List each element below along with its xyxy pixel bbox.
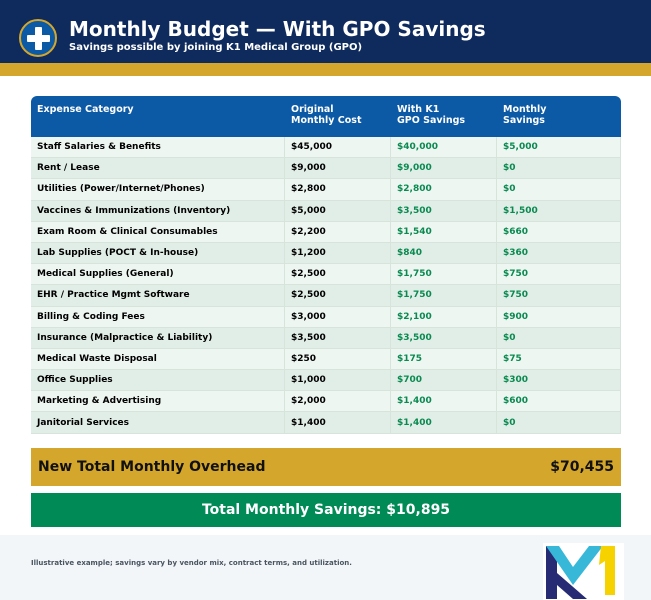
table-row: Utilities (Power/Internet/Phones) $2,800 $… [31,179,621,201]
category-cell: Staff Salaries & Benefits [31,137,285,158]
gpo-cost-cell: $1,750 [391,285,497,306]
table-row: Marketing & Advertising $2,000 $1,400 $600 [31,391,621,413]
table-row: Lab Supplies (POCT & In-house) $1,200 $840… [31,242,621,265]
overhead-total-bar: New Total Monthly Overhead $70,455 [31,448,621,486]
gpo-cost-cell: $40,000 [391,137,497,158]
gpo-cost-cell: $700 [391,370,497,391]
column-header: Original Monthly Cost [291,104,362,126]
savings-cell: $1,500 [497,200,621,221]
category-cell: EHR / Practice Mgmt Software [31,285,285,306]
overhead-value: $70,455 [550,459,614,475]
original-cost-cell: $45,000 [285,137,391,158]
table-row: Insurance (Malpractice & Liability) $3,50… [31,327,621,349]
gpo-cost-cell: $3,500 [391,200,497,221]
table-row: Rent / Lease $9,000 $9,000 $0 [31,158,621,180]
column-header: Expense Category [37,104,134,115]
savings-cell: $0 [497,158,621,179]
savings-cell: $360 [497,242,621,264]
category-cell: Medical Supplies (General) [31,264,285,285]
original-cost-cell: $9,000 [285,158,391,179]
savings-cell: $600 [497,391,621,412]
table-row: Vaccines & Immunizations (Inventory) $5,0… [31,200,621,222]
category-cell: Insurance (Malpractice & Liability) [31,327,285,348]
page-title: Monthly Budget — With GPO Savings [69,17,486,41]
savings-cell: $0 [497,179,621,200]
table-header: Expense Category Original Monthly Cost W… [31,96,621,137]
savings-total-bar: Total Monthly Savings: $10,895 [31,493,621,527]
gpo-cost-cell: $2,100 [391,306,497,327]
gpo-cost-cell: $840 [391,242,497,264]
gpo-cost-cell: $3,500 [391,327,497,348]
page-subtitle: Savings possible by joining K1 Medical G… [69,42,363,53]
original-cost-cell: $2,000 [285,391,391,412]
category-cell: Medical Waste Disposal [31,348,285,370]
savings-cell: $750 [497,285,621,306]
gpo-cost-cell: $175 [391,348,497,370]
original-cost-cell: $2,500 [285,264,391,285]
table-row: Billing & Coding Fees $3,000 $2,100 $900 [31,306,621,328]
original-cost-cell: $1,400 [285,412,391,433]
gpo-cost-cell: $9,000 [391,158,497,179]
footer-note: Illustrative example; savings vary by ve… [31,559,352,567]
original-cost-cell: $1,000 [285,370,391,391]
table-row: Janitorial Services $1,400 $1,400 $0 [31,412,621,434]
category-cell: Marketing & Advertising [31,391,285,412]
gold-stripe [0,63,651,76]
k1-medical-logo [543,543,624,600]
header [0,0,651,63]
savings-cell: $75 [497,348,621,370]
table-row: Medical Waste Disposal $250 $175 $75 [31,348,621,371]
category-cell: Office Supplies [31,370,285,391]
category-cell: Exam Room & Clinical Consumables [31,221,285,242]
savings-cell: $660 [497,221,621,242]
savings-cell: $750 [497,264,621,285]
table-row: EHR / Practice Mgmt Software $2,500 $1,750… [31,285,621,307]
medical-cross-icon [19,19,57,57]
table-row: Medical Supplies (General) $2,500 $1,750 $7… [31,264,621,286]
original-cost-cell: $250 [285,348,391,370]
category-cell: Vaccines & Immunizations (Inventory) [31,200,285,221]
savings-cell: $900 [497,306,621,327]
original-cost-cell: $3,500 [285,327,391,348]
savings-cell: $5,000 [497,137,621,158]
overhead-label: New Total Monthly Overhead [38,459,266,475]
savings-cell: $0 [497,412,621,433]
footer [0,535,651,600]
category-cell: Rent / Lease [31,158,285,179]
column-header: With K1 GPO Savings [397,104,466,126]
original-cost-cell: $2,500 [285,285,391,306]
savings-cell: $0 [497,327,621,348]
table-row: Office Supplies $1,000 $700 $300 [31,370,621,392]
category-cell: Utilities (Power/Internet/Phones) [31,179,285,200]
table-row: Exam Room & Clinical Consumables $2,200 $1… [31,221,621,243]
column-header: Monthly Savings [503,104,547,126]
savings-cell: $300 [497,370,621,391]
original-cost-cell: $1,200 [285,242,391,264]
original-cost-cell: $5,000 [285,200,391,221]
original-cost-cell: $2,800 [285,179,391,200]
budget-table: Expense Category Original Monthly Cost W… [31,96,621,434]
table-row: Staff Salaries & Benefits $45,000 $40,000 $… [31,137,621,159]
gpo-cost-cell: $1,400 [391,412,497,433]
original-cost-cell: $2,200 [285,221,391,242]
category-cell: Lab Supplies (POCT & In-house) [31,242,285,264]
category-cell: Janitorial Services [31,412,285,433]
gpo-cost-cell: $2,800 [391,179,497,200]
gpo-cost-cell: $1,750 [391,264,497,285]
category-cell: Billing & Coding Fees [31,306,285,327]
original-cost-cell: $3,000 [285,306,391,327]
gpo-cost-cell: $1,540 [391,221,497,242]
gpo-cost-cell: $1,400 [391,391,497,412]
